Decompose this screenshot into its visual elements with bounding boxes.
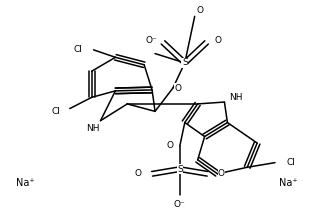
- Text: O: O: [196, 6, 203, 15]
- Text: S: S: [177, 165, 183, 174]
- Text: Cl: Cl: [73, 45, 82, 54]
- Text: O: O: [166, 141, 173, 150]
- Text: O: O: [215, 36, 222, 45]
- Text: Na⁺: Na⁺: [16, 178, 35, 188]
- Text: NH: NH: [230, 93, 243, 102]
- Text: Cl: Cl: [286, 158, 295, 167]
- Text: Cl: Cl: [51, 107, 60, 116]
- Text: Na⁺: Na⁺: [279, 178, 298, 188]
- Text: NH: NH: [86, 124, 99, 133]
- Text: O: O: [218, 169, 225, 178]
- Text: O⁻: O⁻: [174, 200, 186, 209]
- Text: S: S: [182, 58, 188, 67]
- Text: O: O: [135, 169, 142, 178]
- Text: O: O: [174, 84, 181, 93]
- Text: O⁻: O⁻: [145, 36, 157, 45]
